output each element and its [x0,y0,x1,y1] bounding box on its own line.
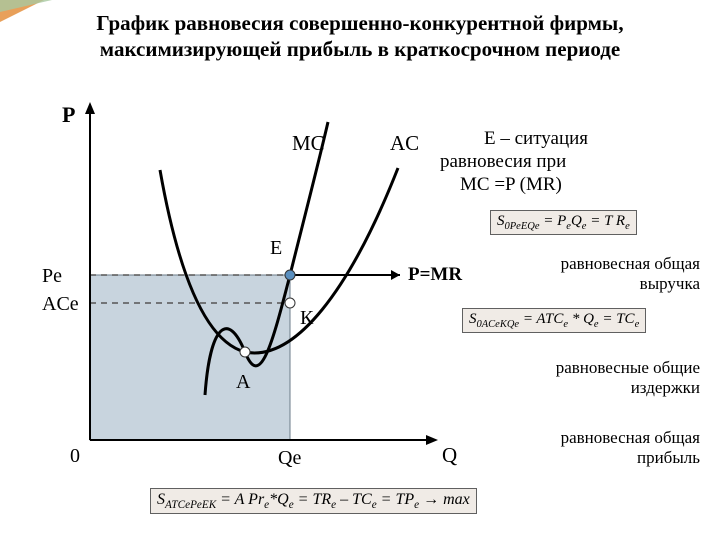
svg-text:Q: Q [442,443,457,467]
main-annot-l2: равновесия при [440,151,700,174]
svg-text:MC: MC [292,131,325,155]
svg-text:Pe: Pe [42,265,62,287]
formula-1: S0PeEQe = PeQe = T Re [490,210,637,235]
svg-text:P=MR: P=MR [408,264,462,285]
formula-2: S0ACeKQe = ATCe * Qe = TCe [462,308,646,333]
svg-text:К: К [300,307,314,329]
annot-3: равновесная общая прибыль [500,428,700,467]
svg-text:AC: AC [390,131,419,155]
svg-text:P: P [62,102,75,127]
main-annotation: E – ситуация равновесия при MC =P (MR) [440,128,700,196]
svg-text:0: 0 [70,445,80,467]
svg-text:Qe: Qe [278,447,301,469]
svg-text:А: А [236,371,251,393]
annot-2: равновесные общие издержки [500,358,700,397]
svg-text:ACe: ACe [42,293,79,315]
svg-text:E: E [270,237,282,259]
main-annot-l3: MC =P (MR) [440,174,700,197]
main-annot-l1: E – ситуация [440,128,700,151]
formula-3: SATCePeEK = A Pre*Qe = TRe – TCe = TPe →… [150,488,477,514]
annot-1: равновесная общая выручка [500,254,700,293]
